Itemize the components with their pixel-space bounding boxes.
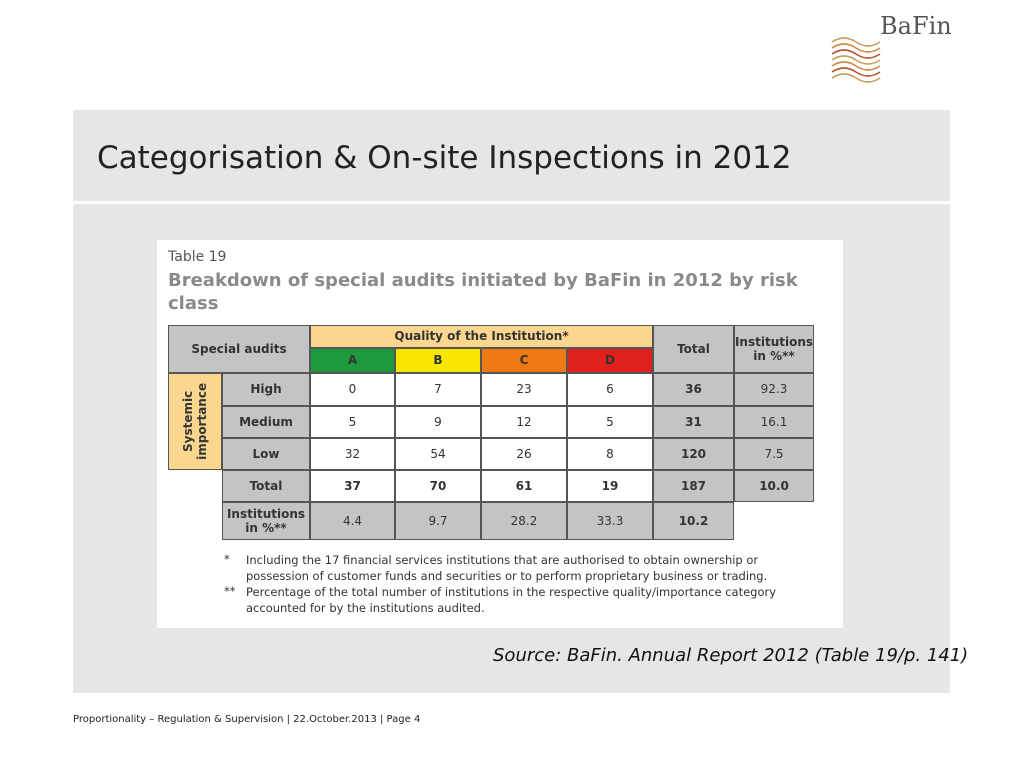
table-cell: 10.0 [734, 470, 814, 502]
table-cell: 8 [567, 438, 653, 470]
table-cell: 70 [395, 470, 481, 502]
row-label: Institutions in %** [222, 502, 310, 540]
table-cell: 10.2 [653, 502, 734, 540]
logo-text: BaFin [880, 12, 952, 40]
row-label: Medium [222, 406, 310, 438]
title-bar [73, 110, 950, 201]
footnote-mark: * [224, 552, 230, 566]
header-cell: Quality of the Institution* [310, 325, 653, 348]
header-cell: Institutions in %** [734, 325, 814, 373]
table-cell: 32 [310, 438, 395, 470]
table-image: Table 19 Breakdown of special audits ini… [157, 240, 843, 628]
table-cell: 92.3 [734, 373, 814, 406]
row-group-label: Systemic importance [180, 383, 209, 460]
table-cell: 4.4 [310, 502, 395, 540]
table-cell: 26 [481, 438, 567, 470]
table-cell: 19 [567, 470, 653, 502]
table-cell: 0 [310, 373, 395, 406]
class-header: B [395, 348, 481, 373]
table-cell: 12 [481, 406, 567, 438]
table-cell: 33.3 [567, 502, 653, 540]
table-cell: 23 [481, 373, 567, 406]
table-cell: 7.5 [734, 438, 814, 470]
class-header: C [481, 348, 567, 373]
footnote-text: Including the 17 financial services inst… [246, 553, 768, 583]
table-caption: Table 19 [168, 249, 227, 265]
table-cell: 6 [567, 373, 653, 406]
logo-mark [831, 37, 881, 83]
class-header: A [310, 348, 395, 373]
table-cell: 37 [310, 470, 395, 502]
row-label: Total [222, 470, 310, 502]
row-label: Low [222, 438, 310, 470]
row-label: High [222, 373, 310, 406]
header-cell: Special audits [168, 325, 310, 373]
footnote-text: Percentage of the total number of instit… [246, 585, 777, 615]
table-cell: 120 [653, 438, 734, 470]
table-cell: 16.1 [734, 406, 814, 438]
table-heading: Breakdown of special audits initiated by… [168, 270, 798, 314]
table-cell: 54 [395, 438, 481, 470]
table-cell: 9 [395, 406, 481, 438]
table-cell: 5 [310, 406, 395, 438]
footnote-mark: ** [224, 584, 236, 598]
table-cell: 61 [481, 470, 567, 502]
class-header: D [567, 348, 653, 373]
table-cell: 28.2 [481, 502, 567, 540]
header-cell: Total [653, 325, 734, 373]
footer: Proportionality – Regulation & Supervisi… [73, 714, 421, 725]
title: Categorisation & On-site Inspections in … [97, 140, 792, 176]
source: Source: BaFin. Annual Report 2012 (Table… [493, 645, 969, 666]
table-cell: 7 [395, 373, 481, 406]
table-cell: 5 [567, 406, 653, 438]
table-cell: 187 [653, 470, 734, 502]
table-cell: 9.7 [395, 502, 481, 540]
table-cell: 36 [653, 373, 734, 406]
row-group-cell: Systemic importance [168, 373, 222, 470]
table-cell: 31 [653, 406, 734, 438]
